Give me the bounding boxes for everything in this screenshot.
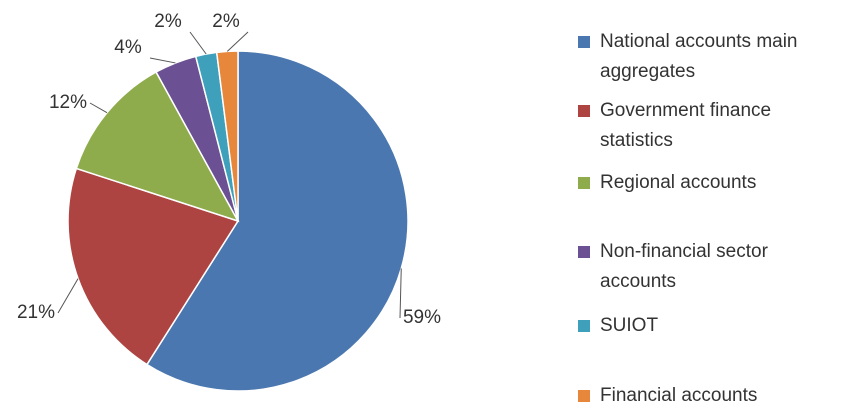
data-label: 21% bbox=[17, 302, 55, 323]
pie-slice bbox=[67, 167, 240, 366]
data-label: 4% bbox=[114, 37, 142, 58]
legend-label: Financial accounts bbox=[600, 385, 758, 406]
data-label: 2% bbox=[212, 11, 240, 32]
legend-label: National accounts main aggregates bbox=[600, 31, 798, 82]
legend-label: Regional accounts bbox=[600, 172, 757, 193]
leader-line bbox=[149, 57, 176, 64]
data-label: 2% bbox=[154, 11, 182, 32]
leader-line bbox=[57, 278, 79, 314]
leader-line bbox=[399, 268, 402, 319]
data-label: 59% bbox=[403, 307, 441, 328]
legend-item: Regional accounts bbox=[578, 168, 848, 198]
legend-label: SUIOT bbox=[600, 315, 659, 336]
leader-line bbox=[226, 31, 249, 52]
legend-item: Government finance statistics bbox=[578, 96, 848, 156]
legend-label: Government finance statistics bbox=[600, 100, 772, 151]
pie-slice bbox=[215, 50, 239, 222]
leader-line bbox=[89, 102, 108, 114]
legend-item: Non-financial sector accounts bbox=[578, 237, 848, 297]
legend-item: SUIOT bbox=[578, 311, 848, 341]
legend-swatch bbox=[578, 36, 590, 48]
legend-swatch bbox=[578, 246, 590, 258]
data-label: 12% bbox=[49, 92, 87, 113]
legend-item: Financial accounts bbox=[578, 381, 848, 411]
legend-swatch bbox=[578, 390, 590, 402]
pie-slice bbox=[75, 71, 240, 223]
pie-area: 59% 21% 12% 4% 2% 2% bbox=[17, 11, 441, 392]
legend-swatch bbox=[578, 177, 590, 189]
pie-slice bbox=[145, 50, 409, 392]
legend-label: Non-financial sector accounts bbox=[600, 241, 768, 292]
legend-item: National accounts main aggregates bbox=[578, 27, 848, 87]
legend-swatch bbox=[578, 105, 590, 117]
legend-swatch bbox=[578, 320, 590, 332]
leader-line bbox=[189, 31, 207, 55]
